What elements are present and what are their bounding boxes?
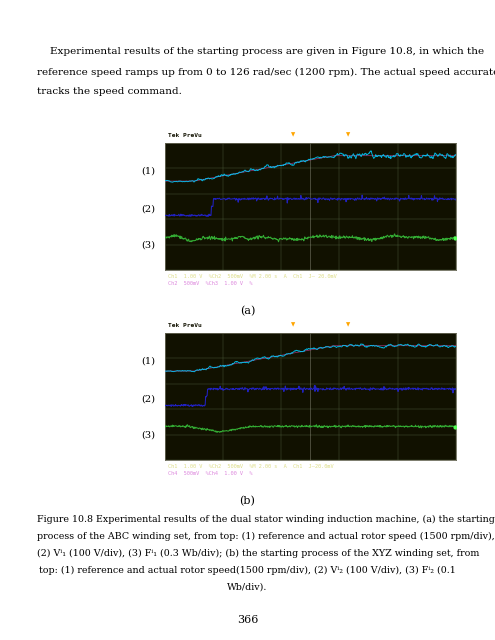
Text: Ch4  500mV  %Ch4  1.00 V  %: Ch4 500mV %Ch4 1.00 V %: [168, 471, 252, 476]
Text: Wb/div).: Wb/div).: [227, 583, 268, 592]
Text: (1): (1): [141, 166, 155, 175]
Text: ▼: ▼: [291, 323, 295, 328]
Text: Tek PreVu: Tek PreVu: [168, 323, 201, 328]
Text: (a): (a): [240, 306, 255, 316]
Text: Experimental results of the starting process are given in Figure 10.8, in which : Experimental results of the starting pro…: [37, 47, 484, 56]
Text: reference speed ramps up from 0 to 126 rad/sec (1200 rpm). The actual speed accu: reference speed ramps up from 0 to 126 r…: [37, 67, 495, 77]
Text: Ch1  1.00 V  %Ch2  500mV  %M 2.00 s  A  Ch1  J–20.0mV: Ch1 1.00 V %Ch2 500mV %M 2.00 s A Ch1 J–…: [168, 464, 333, 469]
Text: (3): (3): [141, 240, 155, 249]
Text: (2): (2): [141, 394, 155, 404]
Text: ▼: ▼: [346, 132, 350, 138]
Text: tracks the speed command.: tracks the speed command.: [37, 88, 182, 97]
Text: ▼: ▼: [346, 323, 350, 328]
Text: Ch2  500mV  %Ch3  1.00 V  %: Ch2 500mV %Ch3 1.00 V %: [168, 281, 252, 286]
Text: top: (1) reference and actual rotor speed(1500 rpm/div), (2) Vⁱ₂ (100 V/div), (3: top: (1) reference and actual rotor spee…: [39, 566, 456, 575]
Text: (1): (1): [141, 356, 155, 365]
Text: Ch1  1.00 V  %Ch2  500mV  %M 2.00 s  A  Ch1  J– 20.0mV: Ch1 1.00 V %Ch2 500mV %M 2.00 s A Ch1 J–…: [168, 274, 337, 279]
Text: (2) Vⁱ₁ (100 V/div), (3) Fⁱ₁ (0.3 Wb/div); (b) the starting process of the XYZ w: (2) Vⁱ₁ (100 V/div), (3) Fⁱ₁ (0.3 Wb/div…: [37, 549, 480, 558]
Text: Figure 10.8 Experimental results of the dual stator winding induction machine, (: Figure 10.8 Experimental results of the …: [37, 515, 495, 524]
Text: ▼: ▼: [291, 132, 295, 138]
Text: Tek PreVu: Tek PreVu: [168, 133, 201, 138]
Text: (2): (2): [141, 205, 155, 214]
Text: (3): (3): [141, 430, 155, 439]
Text: (b): (b): [240, 496, 255, 506]
Text: 366: 366: [237, 615, 258, 625]
Text: process of the ABC winding set, from top: (1) reference and actual rotor speed (: process of the ABC winding set, from top…: [37, 532, 495, 541]
